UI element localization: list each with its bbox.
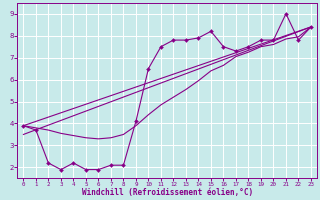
X-axis label: Windchill (Refroidissement éolien,°C): Windchill (Refroidissement éolien,°C) [82, 188, 253, 197]
